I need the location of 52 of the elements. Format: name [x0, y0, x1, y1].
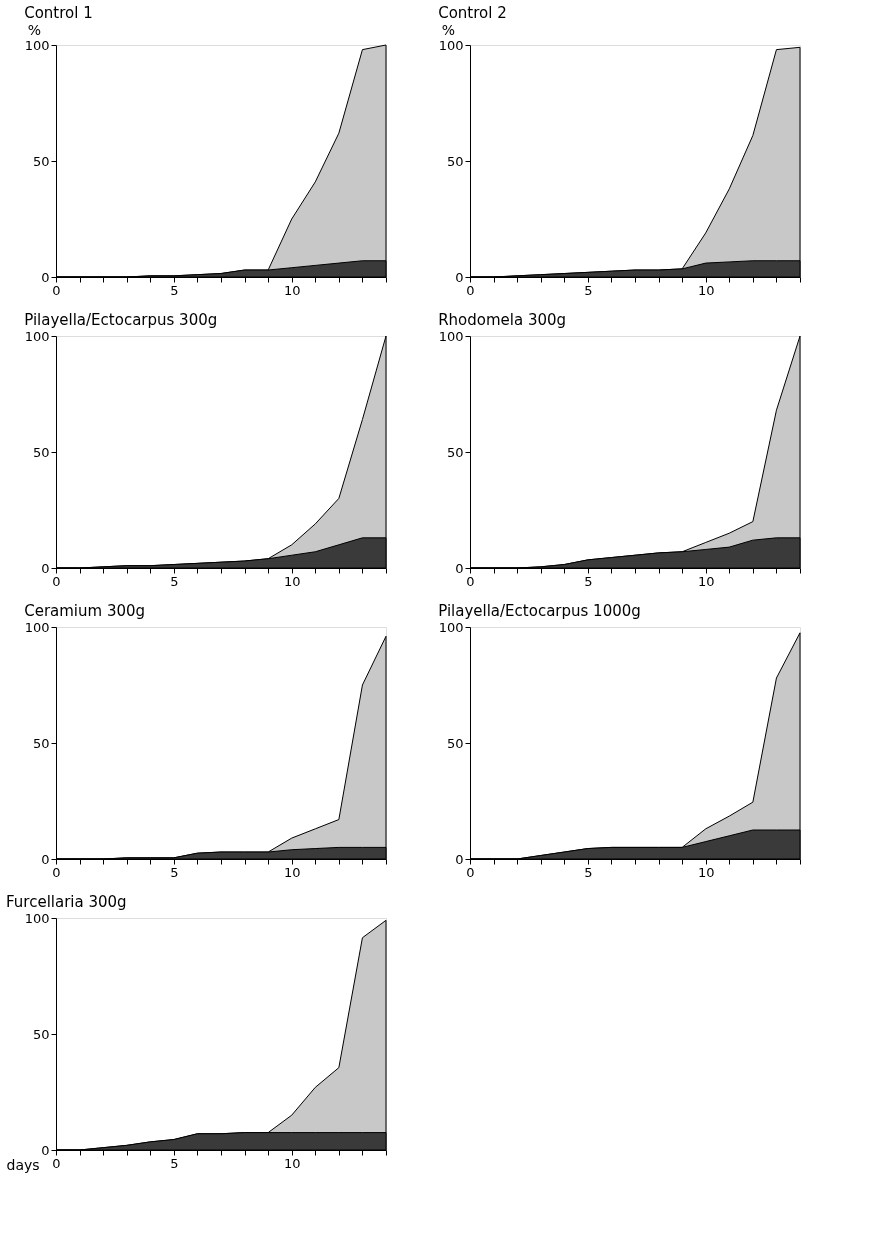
x-axis-title: days [6, 1156, 40, 1173]
y-axis-title: % [441, 21, 456, 38]
y-tick-label: 100 [438, 619, 464, 635]
chart-title: Ceramium 300g [24, 602, 146, 620]
y-tick-label: 0 [41, 269, 50, 285]
x-tick-label: 10 [697, 282, 715, 298]
y-tick-label: 0 [41, 560, 50, 576]
x-tick-label: 10 [697, 573, 715, 589]
y-tick-label: 0 [455, 851, 464, 867]
x-tick-label: 10 [283, 573, 301, 589]
y-tick-label: 0 [41, 1142, 50, 1158]
y-tick-label: 100 [24, 910, 50, 926]
y-tick-label: 100 [438, 37, 464, 53]
y-tick-label: 50 [32, 1026, 50, 1042]
y-tick-label: 0 [455, 560, 464, 576]
y-tick-label: 50 [32, 444, 50, 460]
x-tick-label: 0 [466, 282, 475, 298]
x-tick-label: 10 [283, 282, 301, 298]
x-tick-label: 0 [52, 573, 61, 589]
x-tick-label: 10 [697, 864, 715, 880]
x-tick-label: 0 [52, 864, 61, 880]
chart-title: Pilayella/Ectocarpus 1000g [438, 602, 641, 620]
x-tick-label: 5 [584, 282, 593, 298]
y-tick-label: 100 [438, 328, 464, 344]
y-tick-label: 50 [32, 153, 50, 169]
y-tick-label: 50 [32, 735, 50, 751]
x-tick-label: 5 [170, 573, 179, 589]
y-tick-label: 50 [446, 735, 464, 751]
y-tick-label: 0 [455, 269, 464, 285]
y-axis-title: % [27, 21, 42, 38]
x-tick-label: 5 [584, 864, 593, 880]
chart-title: Control 1 [24, 4, 93, 22]
chart-title: Rhodomela 300g [438, 311, 567, 329]
x-tick-label: 5 [170, 282, 179, 298]
x-tick-label: 10 [283, 864, 301, 880]
x-tick-label: 10 [283, 1155, 301, 1171]
chart-title: Pilayella/Ectocarpus 300g [24, 311, 218, 329]
x-tick-label: 0 [466, 864, 475, 880]
y-tick-label: 100 [24, 328, 50, 344]
x-tick-label: 0 [52, 282, 61, 298]
x-tick-label: 0 [52, 1155, 61, 1171]
y-tick-label: 100 [24, 619, 50, 635]
x-tick-label: 5 [170, 864, 179, 880]
x-tick-label: 5 [170, 1155, 179, 1171]
y-tick-label: 100 [24, 37, 50, 53]
chart-title: Furcellaria 300g [6, 893, 127, 911]
x-tick-label: 5 [584, 573, 593, 589]
y-tick-label: 0 [41, 851, 50, 867]
chart-title: Control 2 [438, 4, 507, 22]
x-tick-label: 0 [466, 573, 475, 589]
y-tick-label: 50 [446, 444, 464, 460]
y-tick-label: 50 [446, 153, 464, 169]
